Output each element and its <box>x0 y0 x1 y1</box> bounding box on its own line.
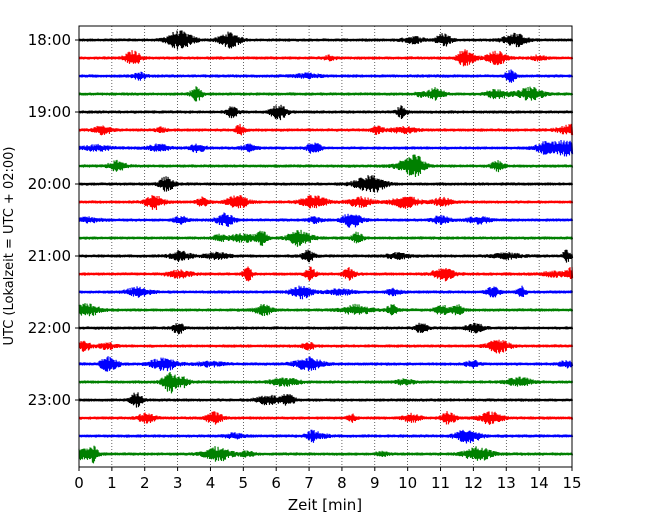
y-tick-label: 18:00 <box>28 31 71 49</box>
x-tick-label: 13 <box>497 474 516 492</box>
y-tick-label: 19:00 <box>28 103 71 121</box>
x-tick-label: 15 <box>562 474 581 492</box>
x-tick-label: 12 <box>464 474 483 492</box>
x-tick-label: 14 <box>530 474 549 492</box>
y-axis-label: UTC (Lokalzeit = UTC + 02:00) <box>2 147 17 346</box>
x-tick-label: 4 <box>206 474 216 492</box>
x-tick-label: 10 <box>398 474 417 492</box>
y-tick-label: 23:00 <box>28 391 71 409</box>
y-tick-label: 21:00 <box>28 247 71 265</box>
x-tick-label: 0 <box>74 474 84 492</box>
x-tick-label: 2 <box>140 474 150 492</box>
plot-frame <box>78 25 573 468</box>
x-tick-label: 8 <box>337 474 347 492</box>
ticks: 0 1 2 3 4 5 6 7 8 9 10 11 12 13 14 1518:0019:0020:0021:… <box>28 31 582 492</box>
x-axis-label: Zeit [min] <box>288 496 362 514</box>
y-tick-label: 22:00 <box>28 319 71 337</box>
x-tick-label: 7 <box>304 474 314 492</box>
x-tick-label: 3 <box>173 474 183 492</box>
x-tick-label: 11 <box>431 474 450 492</box>
x-tick-label: 5 <box>239 474 249 492</box>
y-tick-label: 20:00 <box>28 175 71 193</box>
x-tick-label: 6 <box>271 474 281 492</box>
x-tick-label: 9 <box>370 474 380 492</box>
x-tick-label: 1 <box>107 474 117 492</box>
traces <box>78 30 574 464</box>
